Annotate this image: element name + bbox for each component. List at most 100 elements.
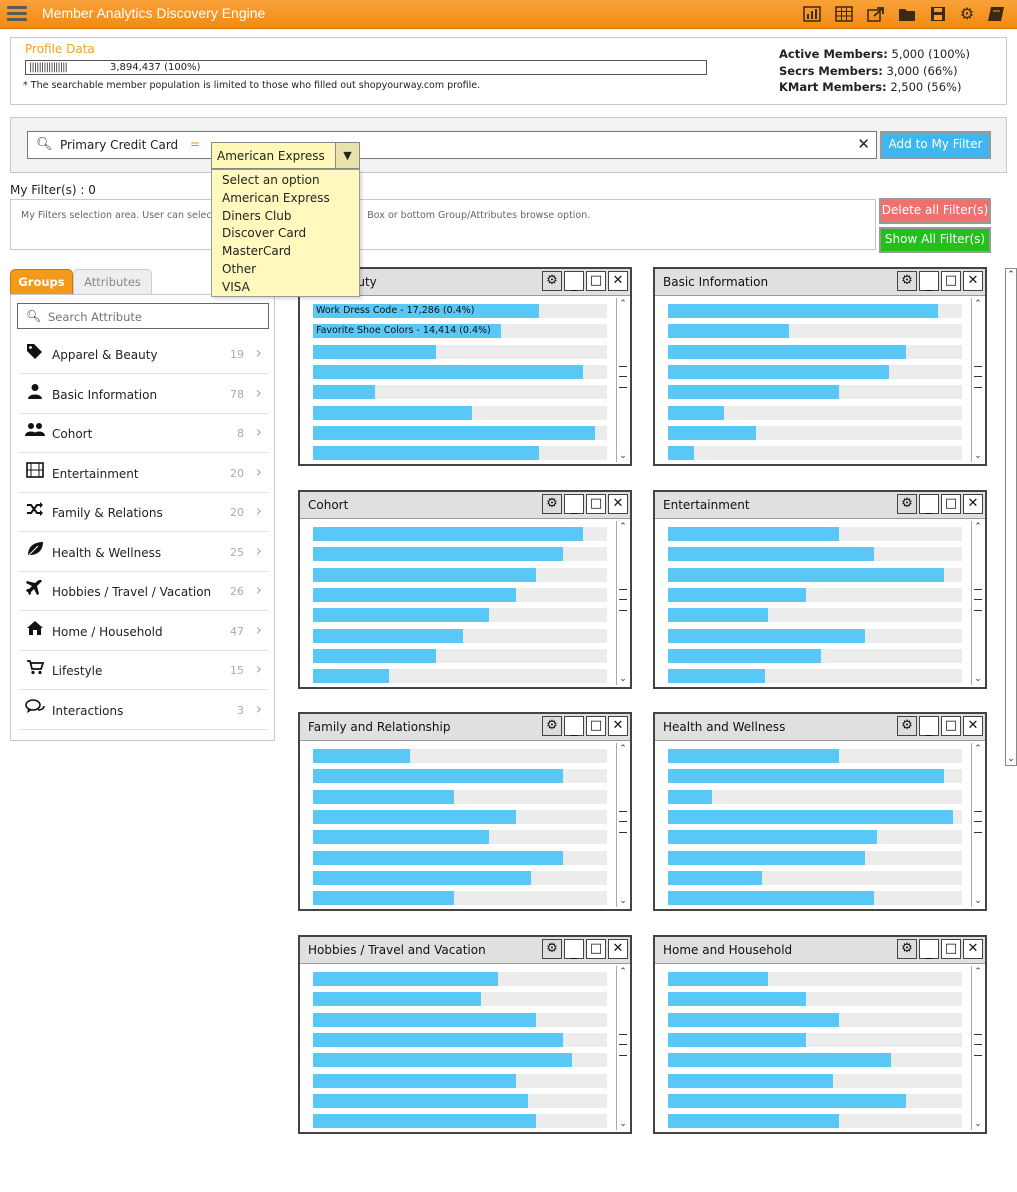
scroll-down-icon[interactable]: ⌄ <box>619 896 627 906</box>
gear-icon[interactable]: ⚙ <box>542 271 562 291</box>
attribute-bar[interactable] <box>313 446 607 461</box>
sidebar-item-hobbies-travel-vacation[interactable]: Hobbies / Travel / Vacation 26 › <box>19 572 268 611</box>
close-icon[interactable]: ✕ <box>963 494 983 514</box>
attribute-bar[interactable] <box>668 344 962 359</box>
attribute-bar[interactable] <box>668 809 962 824</box>
scroll-down-icon[interactable]: ⌄ <box>974 896 982 906</box>
show-all-filters-button[interactable]: Show All Filter(s) <box>879 227 991 253</box>
attribute-bar[interactable] <box>313 789 607 804</box>
attribute-bar[interactable] <box>668 628 962 643</box>
attribute-bar[interactable] <box>668 749 962 763</box>
close-icon[interactable]: ✕ <box>963 271 983 291</box>
scroll-thumb[interactable] <box>974 589 982 611</box>
attribute-bar[interactable] <box>313 425 607 440</box>
gear-icon[interactable]: ⚙ <box>897 939 917 959</box>
panel-scrollbar[interactable]: ⌃ ⌄ <box>971 743 983 907</box>
attribute-bar[interactable] <box>313 870 607 885</box>
maximize-icon[interactable]: □ <box>586 939 606 959</box>
scroll-thumb[interactable] <box>619 811 627 833</box>
sidebar-item-health-wellness[interactable]: Health & Wellness 25 › <box>19 533 268 572</box>
attribute-bar[interactable] <box>668 587 962 602</box>
scroll-up-icon[interactable]: ⌃ <box>974 967 982 977</box>
minimize-icon[interactable]: _ <box>919 494 939 515</box>
scroll-down-icon[interactable]: ⌄ <box>619 1119 627 1129</box>
attribute-bar[interactable] <box>668 891 962 906</box>
scroll-down-icon[interactable]: ⌄ <box>974 674 982 684</box>
close-icon[interactable]: ✕ <box>963 716 983 736</box>
scroll-up-icon[interactable]: ⌃ <box>619 522 627 532</box>
scroll-up-icon[interactable]: ⌃ <box>1007 270 1015 280</box>
sidebar-item-apparel-beauty[interactable]: Apparel & Beauty 19 › <box>19 335 268 374</box>
attribute-bar[interactable] <box>313 1053 607 1068</box>
chevron-right-icon[interactable]: › <box>255 382 262 402</box>
maximize-icon[interactable]: □ <box>586 271 606 291</box>
attribute-bar[interactable] <box>313 587 607 602</box>
attribute-bar[interactable] <box>668 1032 962 1047</box>
chevron-right-icon[interactable]: › <box>255 619 262 639</box>
scroll-thumb[interactable] <box>974 1034 982 1056</box>
share-icon[interactable] <box>866 5 886 23</box>
attribute-bar[interactable] <box>313 344 607 359</box>
close-icon[interactable]: ✕ <box>857 135 870 153</box>
tab-groups[interactable]: Groups <box>10 269 73 295</box>
attribute-bar[interactable] <box>668 364 962 379</box>
chevron-right-icon[interactable]: › <box>255 698 262 718</box>
attribute-bar[interactable] <box>668 405 962 420</box>
search-input[interactable] <box>48 310 248 324</box>
sidebar-item-lifestyle[interactable]: Lifestyle 15 › <box>19 651 268 690</box>
folder-icon[interactable] <box>897 5 917 23</box>
attribute-bar[interactable] <box>313 405 607 420</box>
panel-scrollbar[interactable]: ⌃ ⌄ <box>616 298 628 462</box>
save-icon[interactable] <box>928 5 948 23</box>
chevron-right-icon[interactable]: › <box>255 422 262 441</box>
select-option[interactable]: Other <box>222 261 257 276</box>
sidebar-item-entertainment[interactable]: Entertainment 20 › <box>19 454 268 493</box>
scroll-down-icon[interactable]: ⌄ <box>974 1119 982 1129</box>
attribute-bar[interactable] <box>313 1073 607 1088</box>
attribute-bar[interactable] <box>313 769 607 784</box>
hamburger-menu-icon[interactable] <box>7 6 27 22</box>
sidebar-item-home-household[interactable]: Home / Household 47 › <box>19 612 268 651</box>
select-option[interactable]: American Express <box>222 190 330 205</box>
scroll-down-icon[interactable]: ⌄ <box>1007 754 1015 764</box>
minimize-icon[interactable]: _ <box>919 939 939 960</box>
maximize-icon[interactable]: □ <box>586 716 606 736</box>
maximize-icon[interactable]: □ <box>586 494 606 514</box>
scroll-thumb[interactable] <box>619 1034 627 1056</box>
minimize-icon[interactable]: _ <box>564 939 584 960</box>
attribute-bar[interactable] <box>313 1093 607 1108</box>
chevron-right-icon[interactable]: › <box>255 540 262 560</box>
gear-icon[interactable]: ⚙ <box>897 716 917 736</box>
attribute-bar[interactable] <box>668 385 962 400</box>
minimize-icon[interactable]: _ <box>919 716 939 737</box>
chevron-right-icon[interactable]: › <box>255 343 262 362</box>
sidebar-item-interactions[interactable]: Interactions 3 › <box>19 691 268 730</box>
attribute-bar[interactable] <box>668 425 962 440</box>
attribute-bar[interactable] <box>668 1012 962 1027</box>
panel-scrollbar[interactable]: ⌃ ⌄ <box>616 966 628 1130</box>
minimize-icon[interactable]: _ <box>564 716 584 737</box>
attribute-bar[interactable] <box>668 1053 962 1068</box>
chevron-down-icon[interactable]: ▼ <box>335 143 359 168</box>
attribute-bar[interactable] <box>668 446 962 461</box>
chevron-right-icon[interactable]: › <box>255 580 262 599</box>
select-option[interactable]: MasterCard <box>222 244 292 259</box>
maximize-icon[interactable]: □ <box>941 494 961 514</box>
attribute-bar[interactable] <box>668 972 962 986</box>
attribute-bar[interactable] <box>668 527 962 541</box>
scroll-up-icon[interactable]: ⌃ <box>974 299 982 309</box>
panel-scrollbar[interactable]: ⌃ ⌄ <box>971 521 983 685</box>
attribute-bar[interactable] <box>313 527 607 541</box>
scroll-up-icon[interactable]: ⌃ <box>974 744 982 754</box>
scroll-up-icon[interactable]: ⌃ <box>619 299 627 309</box>
attribute-bar[interactable] <box>313 749 607 763</box>
filter-input[interactable]: 🔍︎ Primary Credit Card = ✕ <box>27 131 877 159</box>
select-option[interactable]: Discover Card <box>222 226 307 241</box>
attribute-bar[interactable] <box>668 304 962 318</box>
attribute-bar[interactable] <box>668 992 962 1007</box>
maximize-icon[interactable]: □ <box>941 716 961 736</box>
gear-icon[interactable]: ⚙ <box>542 939 562 959</box>
table-icon[interactable] <box>834 5 854 23</box>
attribute-bar[interactable] <box>313 992 607 1007</box>
minimize-icon[interactable]: _ <box>564 271 584 292</box>
